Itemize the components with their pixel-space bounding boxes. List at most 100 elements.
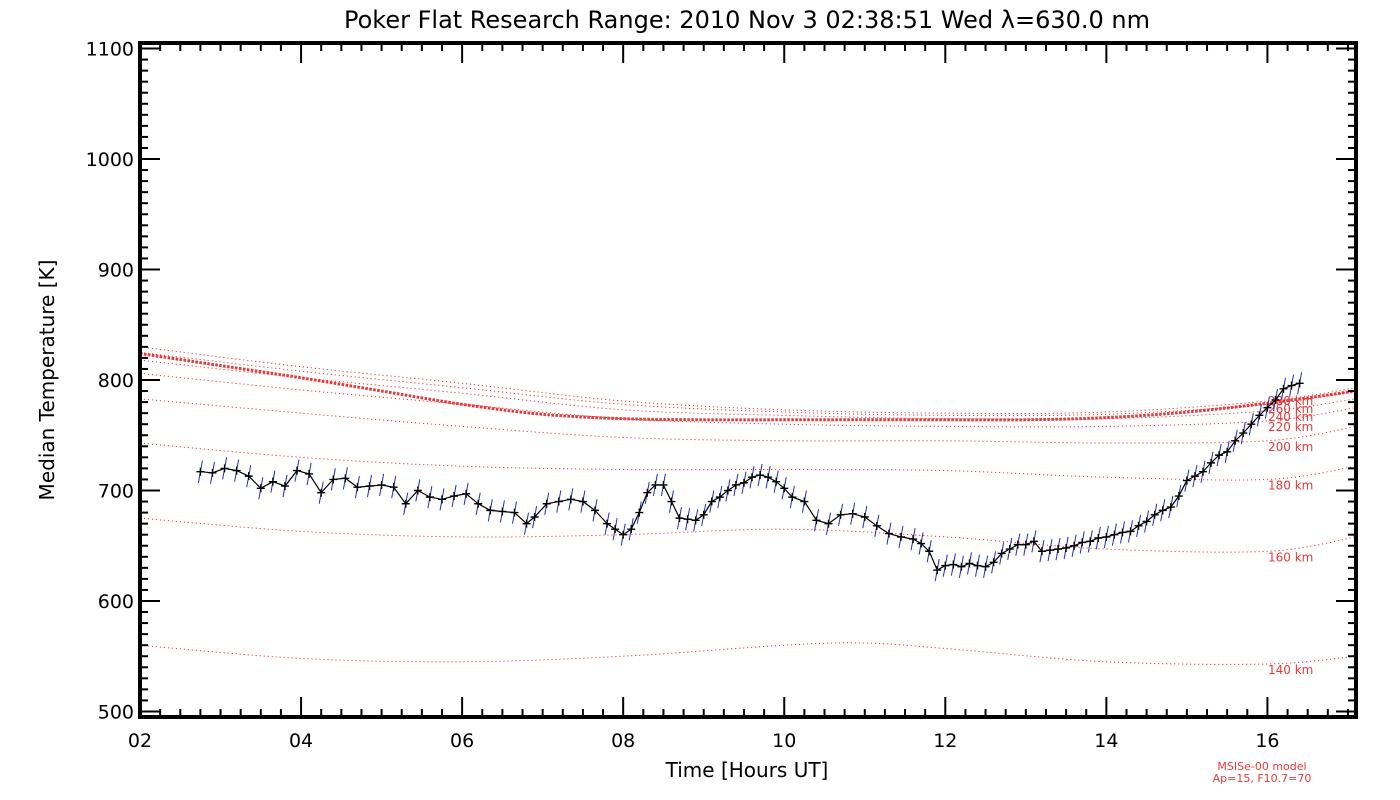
measured-point-41 — [659, 480, 668, 489]
x-tick-label-5: 12 — [933, 730, 957, 752]
measured-point-57 — [788, 493, 797, 502]
measured-point-79 — [1005, 545, 1014, 554]
altitude-curve-3 — [139, 398, 1357, 444]
altitude-curve-0 — [139, 642, 1357, 665]
measured-point-44 — [683, 515, 692, 524]
measured-point-72 — [949, 560, 958, 569]
measured-point-49 — [723, 486, 732, 495]
altitude-curve-6 — [139, 351, 1357, 417]
measured-point-38 — [635, 508, 644, 517]
measured-point-114 — [1287, 381, 1296, 390]
measured-point-20 — [437, 495, 446, 504]
measured-point-13 — [353, 483, 362, 492]
measured-point-68 — [917, 539, 926, 548]
measured-point-80 — [1013, 540, 1022, 549]
measured-point-69 — [925, 547, 934, 556]
measured-point-45 — [691, 516, 700, 525]
measured-point-7 — [280, 482, 289, 491]
measured-point-25 — [498, 507, 507, 516]
measured-point-92 — [1110, 530, 1119, 539]
measured-point-6 — [268, 477, 277, 486]
measured-point-52 — [748, 473, 757, 482]
measured-point-83 — [1037, 547, 1046, 556]
measured-point-66 — [897, 532, 906, 541]
measured-point-62 — [848, 509, 857, 518]
measured-point-97 — [1150, 510, 1159, 519]
measured-point-109 — [1247, 420, 1256, 429]
altitude-label-4: 220 km — [1268, 420, 1313, 434]
measured-point-35 — [611, 525, 620, 534]
y-tick-label-3: 800 — [98, 370, 134, 392]
measured-point-11 — [329, 475, 338, 484]
measured-point-53 — [756, 471, 765, 480]
altitude-curve-4 — [139, 372, 1357, 428]
y-tick-label-6: 1100 — [86, 39, 134, 61]
measured-point-19 — [425, 493, 434, 502]
measured-point-99 — [1166, 503, 1175, 512]
measured-point-90 — [1094, 534, 1103, 543]
measured-point-48 — [715, 493, 724, 502]
measured-point-42 — [667, 497, 676, 506]
measured-point-86 — [1062, 543, 1071, 552]
altitude-label-3: 200 km — [1268, 440, 1313, 454]
measured-point-3 — [232, 466, 241, 475]
measured-point-61 — [836, 510, 845, 519]
model-parameters-label: Ap=15, F10.7=70 — [1213, 772, 1312, 785]
measured-point-50 — [731, 480, 740, 489]
altitude-curve-5 — [139, 359, 1357, 420]
measured-point-111 — [1263, 403, 1272, 412]
measured-point-103 — [1198, 467, 1207, 476]
measured-point-102 — [1190, 472, 1199, 481]
measured-point-105 — [1215, 451, 1224, 460]
measured-point-15 — [377, 480, 386, 489]
measured-point-101 — [1182, 476, 1191, 485]
measured-point-40 — [651, 480, 660, 489]
measured-point-28 — [530, 513, 539, 522]
chart-title: Poker Flat Research Range: 2010 Nov 3 02… — [344, 6, 1150, 34]
measured-point-112 — [1271, 395, 1280, 404]
measured-point-4 — [244, 472, 253, 481]
measured-point-30 — [554, 497, 563, 506]
measured-point-67 — [909, 535, 918, 544]
measured-point-107 — [1231, 436, 1240, 445]
measured-point-77 — [989, 558, 998, 567]
measured-point-106 — [1223, 447, 1232, 456]
x-tick-label-0: 02 — [128, 730, 152, 752]
measured-point-96 — [1142, 517, 1151, 526]
altitude-label-0: 140 km — [1268, 663, 1313, 677]
model-exospheric-curve — [139, 352, 1357, 422]
x-tick-label-4: 10 — [772, 730, 796, 752]
measured-point-12 — [341, 474, 350, 483]
measured-point-14 — [365, 482, 374, 491]
measured-point-34 — [603, 519, 612, 528]
measured-point-39 — [643, 488, 652, 497]
measured-point-10 — [317, 488, 326, 497]
measured-point-104 — [1207, 458, 1216, 467]
measured-point-59 — [812, 516, 821, 525]
measured-point-47 — [707, 497, 716, 506]
measured-point-1 — [208, 468, 217, 477]
measured-point-2 — [220, 464, 229, 473]
measured-point-87 — [1070, 541, 1079, 550]
exospheric-curve-line — [139, 352, 1357, 422]
measured-point-75 — [973, 561, 982, 570]
measured-point-115 — [1295, 379, 1304, 388]
measured-point-81 — [1021, 540, 1030, 549]
measured-point-74 — [965, 559, 974, 568]
y-tick-label-5: 1000 — [86, 149, 134, 171]
measured-point-56 — [780, 484, 789, 493]
measured-point-16 — [389, 483, 398, 492]
measured-point-8 — [293, 466, 302, 475]
measured-point-64 — [872, 521, 881, 530]
measured-point-93 — [1118, 528, 1127, 537]
x-tick-label-7: 16 — [1255, 730, 1279, 752]
measured-point-24 — [486, 506, 495, 515]
measured-point-70 — [933, 566, 942, 575]
y-tick-label-1: 600 — [98, 591, 134, 613]
y-tick-label-2: 700 — [98, 480, 134, 502]
measured-point-110 — [1255, 411, 1264, 420]
measured-point-9 — [305, 469, 314, 478]
altitude-curve-1 — [139, 517, 1357, 553]
